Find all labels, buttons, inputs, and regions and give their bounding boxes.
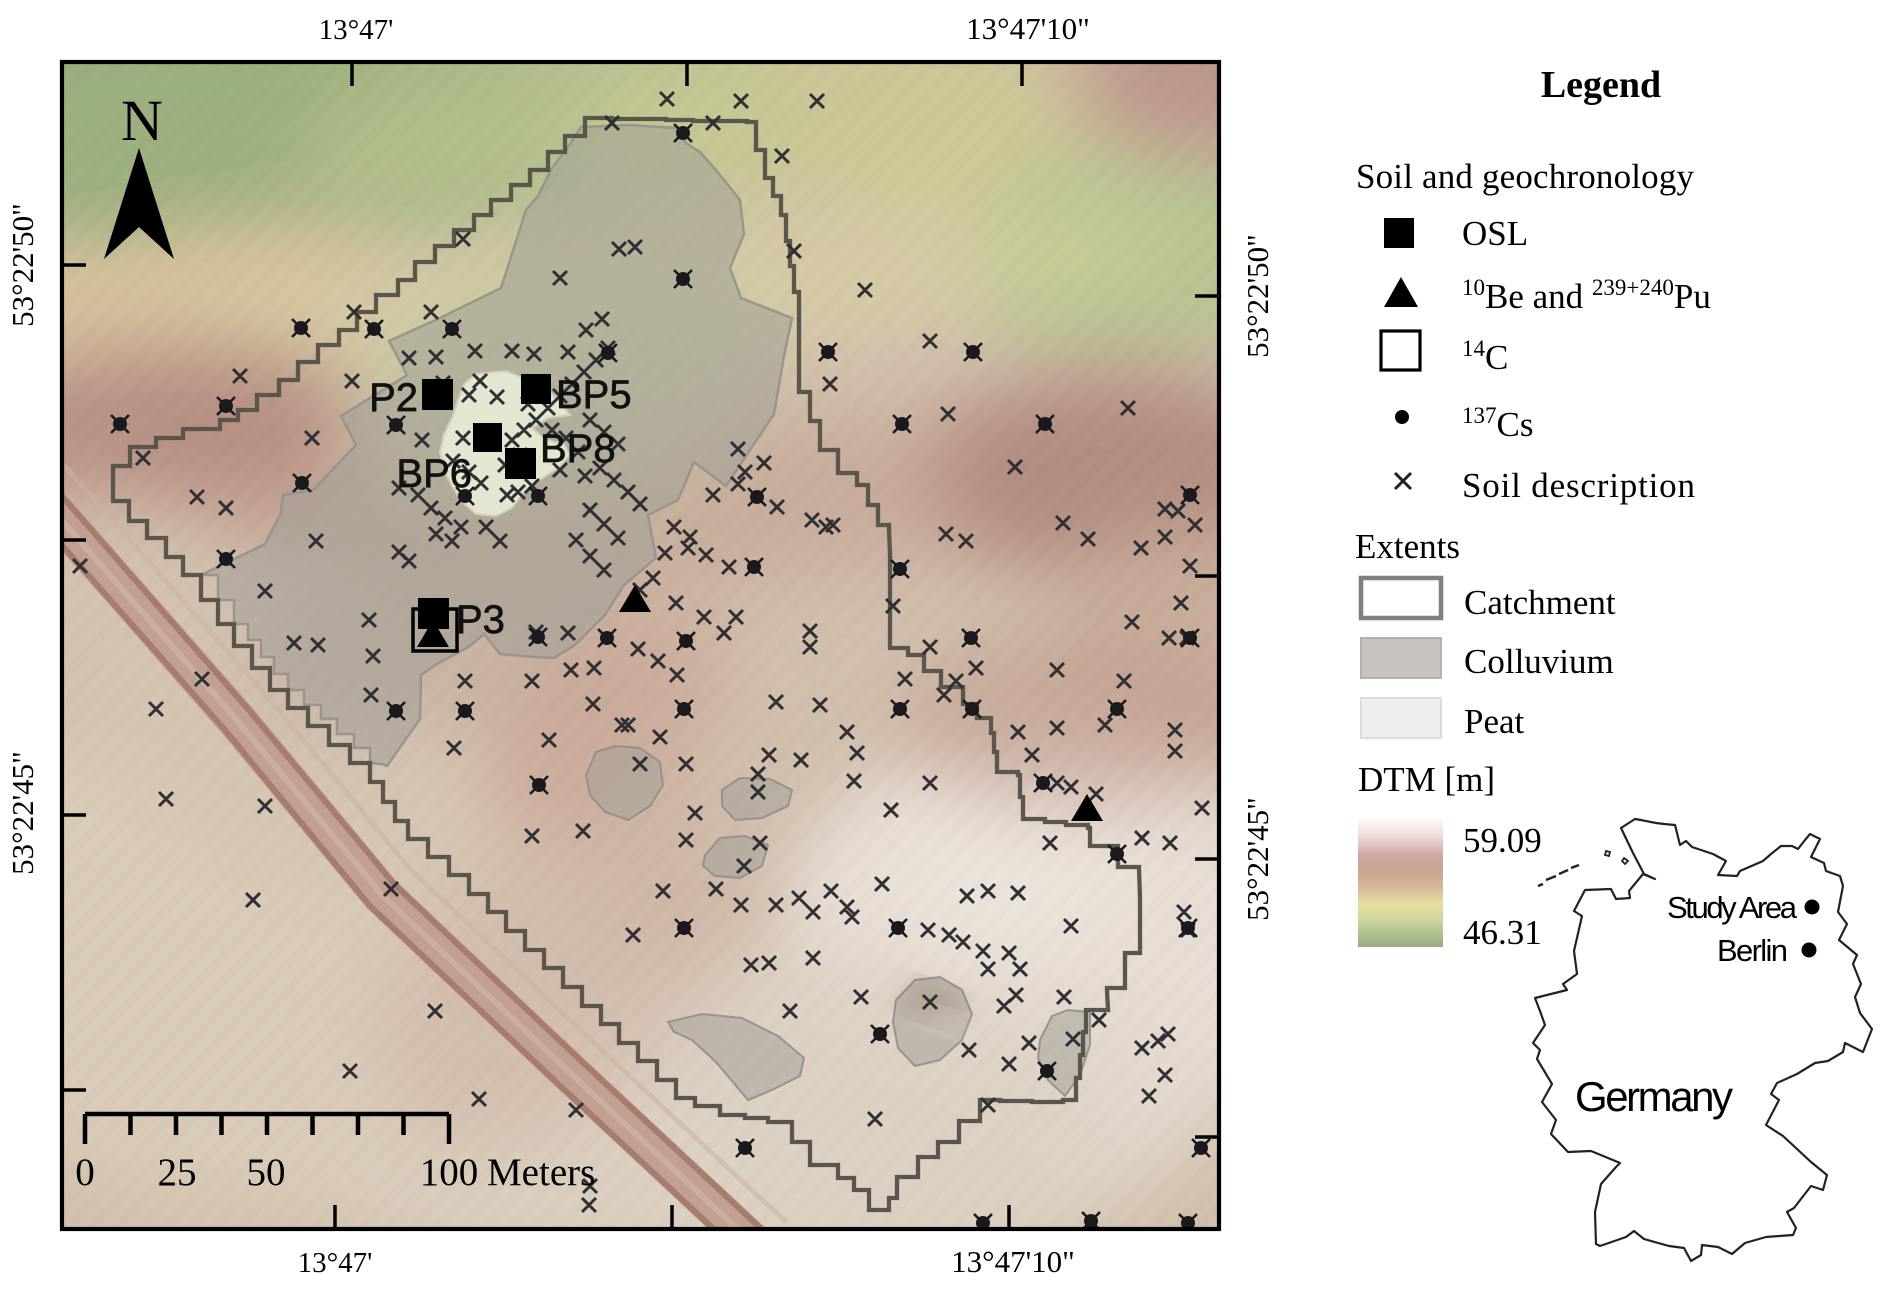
svg-text:Soil description: Soil description xyxy=(1462,466,1695,505)
svg-text:Berlin: Berlin xyxy=(1717,933,1788,968)
svg-text:59.09: 59.09 xyxy=(1463,821,1542,860)
svg-text:BP5: BP5 xyxy=(556,373,632,417)
svg-text:Germany: Germany xyxy=(1575,1073,1733,1120)
svg-text:Soil and geochronology: Soil and geochronology xyxy=(1356,157,1695,196)
svg-text:Meters: Meters xyxy=(487,1151,595,1194)
svg-text:Extents: Extents xyxy=(1355,527,1460,566)
svg-text:13°47'10": 13°47'10" xyxy=(951,1244,1075,1279)
svg-text:53°22'50": 53°22'50" xyxy=(1240,234,1275,358)
svg-text:53°22'45": 53°22'45" xyxy=(1240,797,1275,921)
svg-text:46.31: 46.31 xyxy=(1463,913,1542,952)
svg-text:Colluvium: Colluvium xyxy=(1464,642,1614,681)
svg-text:50: 50 xyxy=(247,1151,286,1194)
svg-text:53°22'45": 53°22'45" xyxy=(5,751,40,875)
svg-text:DTM [m]: DTM [m] xyxy=(1358,760,1495,799)
svg-text:N: N xyxy=(121,88,163,153)
svg-text:BP8: BP8 xyxy=(540,427,616,471)
svg-text:10Be and 239+240Pu: 10Be and 239+240Pu xyxy=(1462,275,1711,316)
svg-text:P3: P3 xyxy=(456,598,505,642)
svg-text:137Cs: 137Cs xyxy=(1462,403,1533,444)
svg-text:13°47': 13°47' xyxy=(319,14,394,46)
svg-text:13°47': 13°47' xyxy=(298,1247,373,1279)
svg-text:25: 25 xyxy=(158,1151,197,1194)
svg-text:P2: P2 xyxy=(369,376,418,420)
svg-text:Peat: Peat xyxy=(1464,702,1525,741)
svg-text:53°22'50": 53°22'50" xyxy=(5,203,40,327)
svg-text:Catchment: Catchment xyxy=(1464,583,1616,622)
svg-text:100: 100 xyxy=(420,1151,479,1194)
svg-text:OSL: OSL xyxy=(1462,214,1528,253)
svg-text:Legend: Legend xyxy=(1541,64,1661,106)
svg-text:BP6: BP6 xyxy=(396,452,472,496)
svg-text:Study Area: Study Area xyxy=(1667,890,1798,925)
svg-text:13°47'10": 13°47'10" xyxy=(966,11,1090,46)
svg-text:0: 0 xyxy=(75,1151,95,1194)
svg-text:14C: 14C xyxy=(1462,336,1508,377)
